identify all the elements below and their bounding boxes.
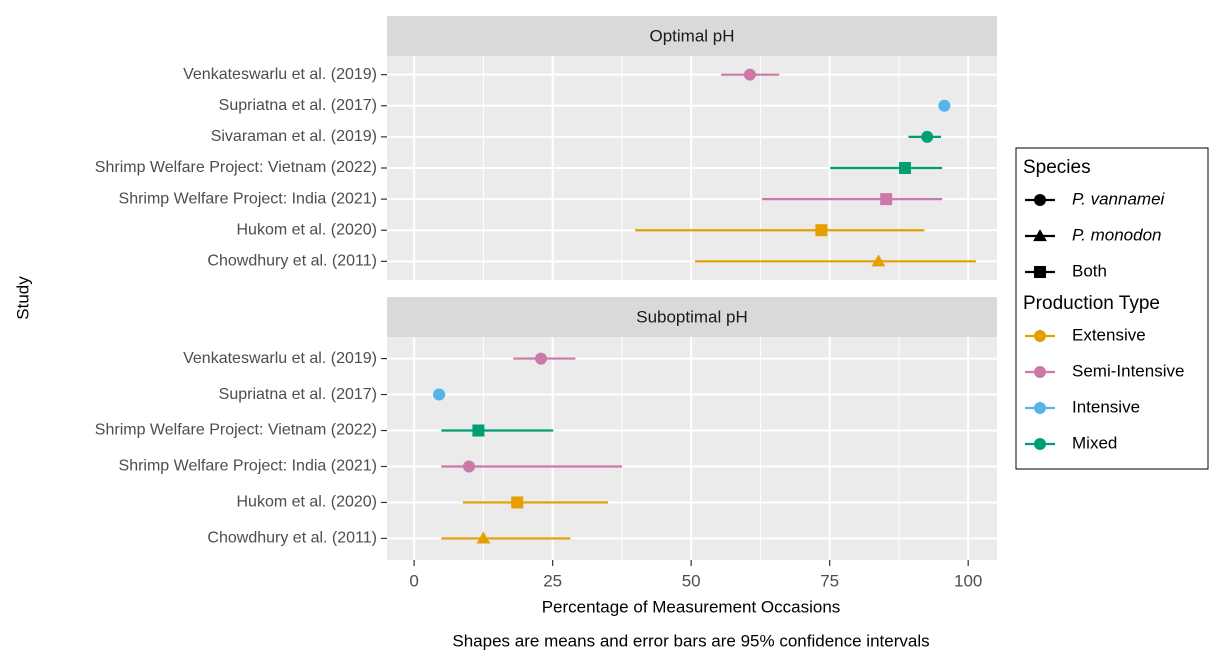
y-tick-label: Chowdhury et al. (2011) — [207, 530, 377, 547]
legend-label: Extensive — [1072, 325, 1146, 344]
y-tick-label: Shrimp Welfare Project: India (2021) — [119, 458, 377, 475]
legend-key — [1033, 229, 1047, 242]
legend-title: Production Type — [1023, 293, 1160, 314]
y-tick-label: Hukom et al. (2020) — [236, 494, 377, 511]
point — [921, 130, 934, 143]
x-tick-label: 50 — [682, 571, 701, 590]
y-tick-label: Venkateswarlu et al. (2019) — [183, 350, 377, 367]
point — [815, 224, 828, 237]
x-tick-label: 75 — [820, 571, 839, 590]
x-tick-label: 25 — [543, 571, 562, 590]
y-tick-label: Shrimp Welfare Project: India (2021) — [119, 190, 377, 207]
legend-label: P. monodon — [1072, 225, 1161, 244]
y-axis-title: Study — [13, 276, 32, 320]
point — [743, 68, 756, 81]
point — [938, 99, 951, 112]
x-axis-title: Percentage of Measurement Occasions — [542, 597, 841, 616]
point — [476, 531, 491, 544]
point — [871, 254, 886, 267]
legend-label: Semi-Intensive — [1072, 361, 1184, 380]
legend-key — [1034, 438, 1046, 450]
legend-key — [1034, 366, 1046, 378]
x-tick-label: 100 — [954, 571, 982, 590]
point — [462, 460, 475, 473]
legend-box — [1015, 147, 1209, 470]
y-tick-label: Shrimp Welfare Project: Vietnam (2022) — [95, 159, 377, 176]
legend-key — [1034, 266, 1046, 278]
legend-key — [1034, 330, 1046, 342]
point — [433, 388, 446, 401]
y-tick-label: Hukom et al. (2020) — [236, 221, 377, 238]
legend-title: Species — [1023, 157, 1091, 178]
strip — [387, 16, 997, 56]
legend-label: Mixed — [1072, 433, 1117, 452]
strip — [387, 297, 997, 337]
point — [472, 424, 485, 437]
legend-label: P. vannamei — [1072, 189, 1166, 208]
y-tick-label: Supriatna et al. (2017) — [219, 386, 377, 403]
panel-title: Optimal pH — [649, 26, 734, 45]
point — [880, 193, 893, 206]
x-tick-label: 0 — [409, 571, 418, 590]
point — [899, 162, 912, 174]
legend-label: Both — [1072, 261, 1107, 280]
caption: Shapes are means and error bars are 95% … — [452, 631, 929, 650]
legend-key — [1034, 402, 1046, 414]
point — [535, 352, 548, 365]
y-tick-label: Shrimp Welfare Project: Vietnam (2022) — [95, 422, 377, 439]
legend-key — [1034, 194, 1046, 206]
y-tick-label: Chowdhury et al. (2011) — [207, 253, 377, 270]
point — [511, 496, 524, 509]
y-tick-label: Supriatna et al. (2017) — [219, 97, 377, 114]
y-tick-label: Sivaraman et al. (2019) — [211, 128, 377, 145]
legend-label: Intensive — [1072, 397, 1140, 416]
y-tick-label: Venkateswarlu et al. (2019) — [183, 66, 377, 83]
panel-title: Suboptimal pH — [636, 307, 748, 326]
